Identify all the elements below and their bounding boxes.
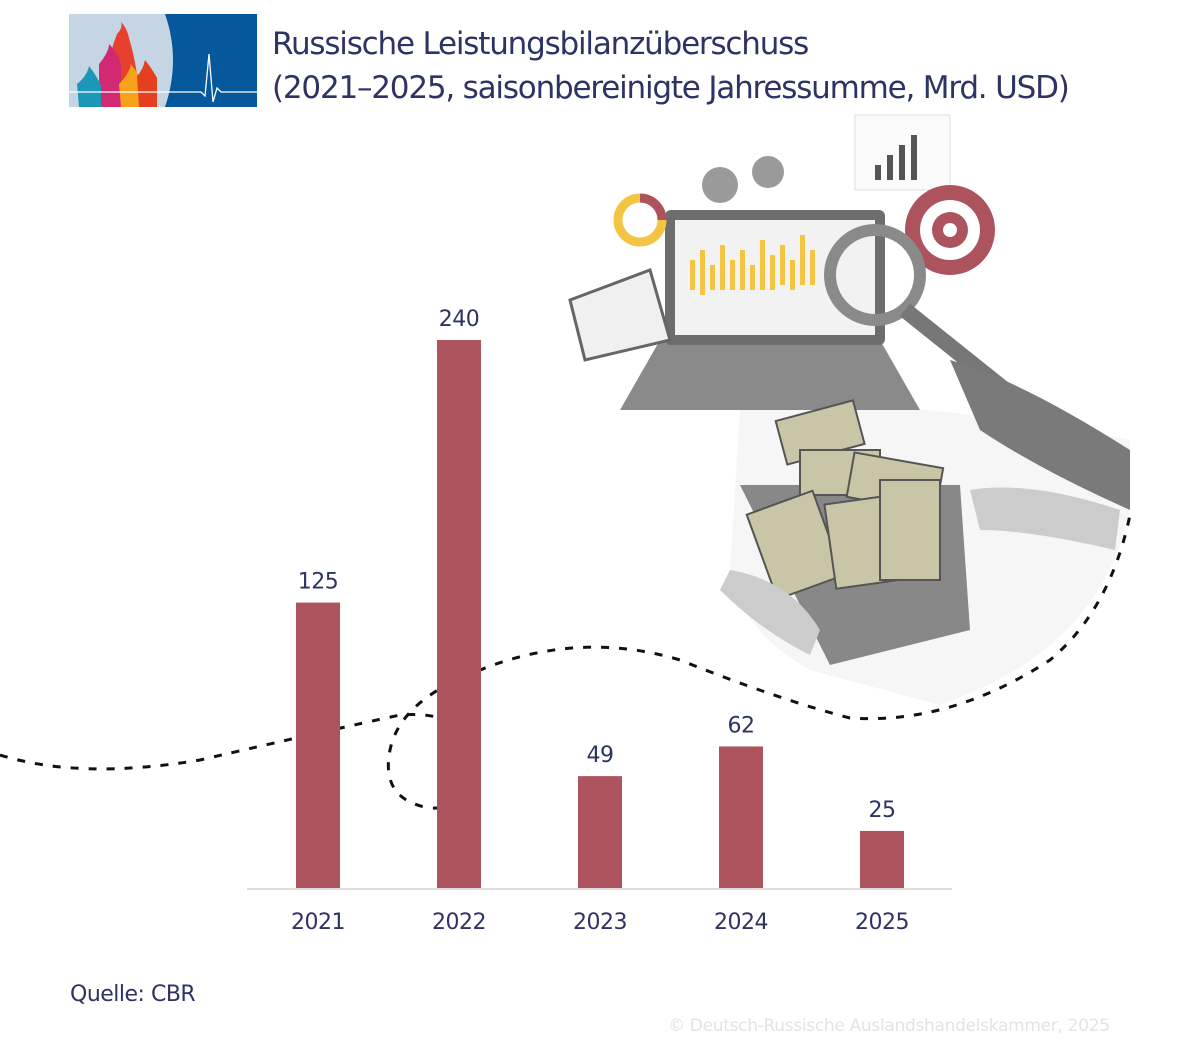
bar-2024 — [719, 746, 763, 888]
x-tick-label-2024: 2024 — [714, 910, 768, 935]
x-tick-label-2021: 2021 — [291, 910, 345, 935]
data-label-2022: 240 — [439, 307, 480, 332]
logo — [69, 14, 257, 107]
data-label-2024: 62 — [728, 713, 755, 738]
chart-title: Russische Leistungsbilanzüberschuss (202… — [272, 22, 1070, 110]
x-tick-label-2023: 2023 — [573, 910, 627, 935]
bar-2023 — [578, 776, 622, 888]
data-label-2025: 25 — [869, 798, 896, 823]
x-tick-label-2025: 2025 — [855, 910, 909, 935]
title-line-1: Russische Leistungsbilanzüberschuss — [272, 26, 809, 62]
bar-2021 — [296, 602, 340, 888]
data-label-2023: 49 — [587, 743, 614, 768]
data-label-2021: 125 — [298, 570, 339, 595]
title-line-2: (2021–2025, saisonbereinigte Jahressumme… — [272, 70, 1070, 106]
decorative-dashed-curve — [0, 514, 1132, 810]
bar-2022 — [437, 340, 481, 888]
copyright-note: © Deutsch-Russische Auslandshandelskamme… — [668, 1016, 1110, 1036]
source-note: Quelle: CBR — [70, 982, 196, 1007]
x-tick-label-2022: 2022 — [432, 910, 486, 935]
bar-2025 — [860, 830, 904, 888]
finance-illustration — [568, 114, 1130, 705]
